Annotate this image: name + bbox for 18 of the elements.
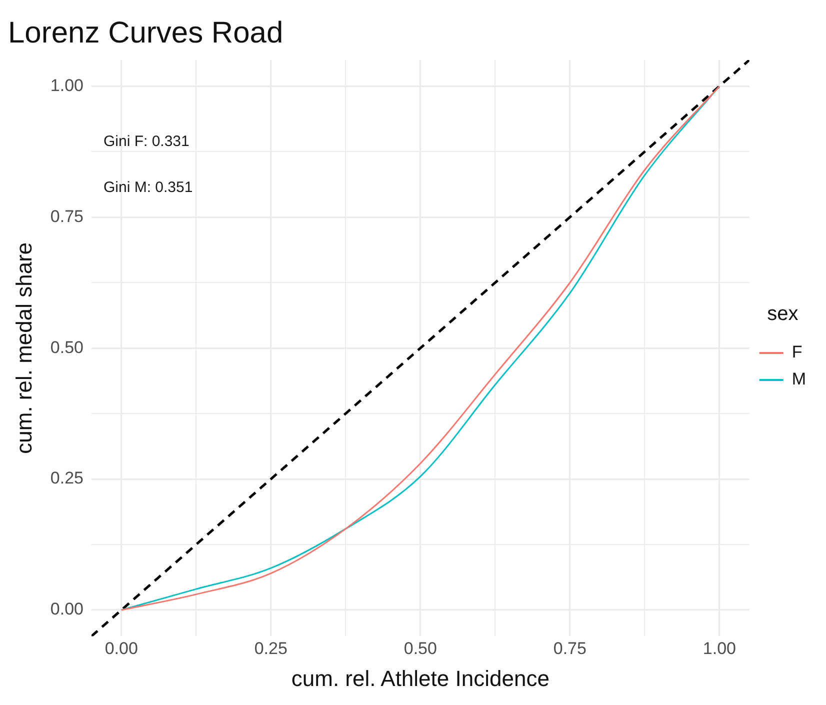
y-tick-label: 0.50 bbox=[50, 338, 84, 357]
chart-title: Lorenz Curves Road bbox=[8, 16, 284, 50]
annotation: Gini M: 0.351 bbox=[103, 179, 193, 196]
legend-title: sex bbox=[767, 303, 798, 326]
x-tick-label: 0.25 bbox=[254, 639, 288, 658]
y-axis-title: cum. rel. medal share bbox=[11, 242, 36, 454]
x-tick-label: 0.00 bbox=[104, 639, 138, 658]
legend-label: F bbox=[792, 342, 802, 362]
y-tick-label: 1.00 bbox=[50, 76, 84, 95]
y-tick-label: 0.25 bbox=[50, 468, 84, 488]
annotation: Gini F: 0.331 bbox=[103, 133, 190, 150]
x-tick-label: 1.00 bbox=[702, 639, 736, 658]
x-tick-label: 0.75 bbox=[553, 639, 586, 658]
y-tick-label: 0.00 bbox=[50, 600, 84, 619]
x-axis-title: cum. rel. Athlete Incidence bbox=[291, 666, 550, 691]
y-tick-label: 0.75 bbox=[50, 206, 84, 226]
x-tick-label: 0.50 bbox=[404, 639, 437, 658]
legend-label: M bbox=[792, 370, 806, 389]
